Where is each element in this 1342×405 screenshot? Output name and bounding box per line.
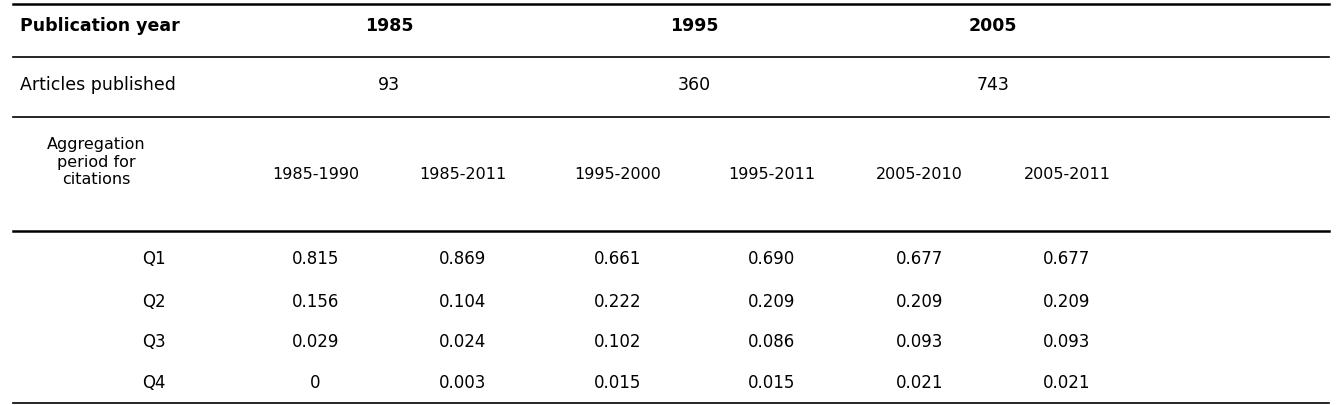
Text: 0.677: 0.677 [1043,250,1091,268]
Text: 743: 743 [977,76,1009,94]
Text: 0.015: 0.015 [593,374,641,392]
Text: 0.156: 0.156 [291,293,340,311]
Text: 0.104: 0.104 [439,293,487,311]
Text: 0.869: 0.869 [439,250,487,268]
Text: Articles published: Articles published [20,76,176,94]
Text: 0.690: 0.690 [747,250,796,268]
Text: Publication year: Publication year [20,17,180,35]
Text: Q2: Q2 [142,293,166,311]
Text: 360: 360 [678,76,711,94]
Text: 0.015: 0.015 [747,374,796,392]
Text: 0.102: 0.102 [593,333,641,351]
Text: 2005-2010: 2005-2010 [876,166,962,182]
Text: Q1: Q1 [142,250,166,268]
Text: 0.021: 0.021 [895,374,943,392]
Text: 0.677: 0.677 [895,250,943,268]
Text: 0.093: 0.093 [895,333,943,351]
Text: 0.661: 0.661 [593,250,641,268]
Text: 0.222: 0.222 [593,293,641,311]
Text: 0.815: 0.815 [291,250,340,268]
Text: 0.021: 0.021 [1043,374,1091,392]
Text: 1985-1990: 1985-1990 [272,166,358,182]
Text: Q3: Q3 [142,333,166,351]
Text: 1995-2011: 1995-2011 [729,166,815,182]
Text: 1985: 1985 [365,17,413,35]
Text: Aggregation
period for
citations: Aggregation period for citations [47,137,145,187]
Text: 0.086: 0.086 [747,333,796,351]
Text: 2005: 2005 [969,17,1017,35]
Text: 0.024: 0.024 [439,333,487,351]
Text: 0.003: 0.003 [439,374,487,392]
Text: 1995: 1995 [670,17,719,35]
Text: 0: 0 [310,374,321,392]
Text: 2005-2011: 2005-2011 [1024,166,1110,182]
Text: 1985-2011: 1985-2011 [419,166,507,182]
Text: 0.093: 0.093 [1043,333,1091,351]
Text: 0.209: 0.209 [747,293,796,311]
Text: 0.209: 0.209 [1043,293,1091,311]
Text: 0.209: 0.209 [895,293,943,311]
Text: Q4: Q4 [142,374,166,392]
Text: 1995-2000: 1995-2000 [574,166,660,182]
Text: 0.029: 0.029 [291,333,340,351]
Text: 93: 93 [378,76,400,94]
